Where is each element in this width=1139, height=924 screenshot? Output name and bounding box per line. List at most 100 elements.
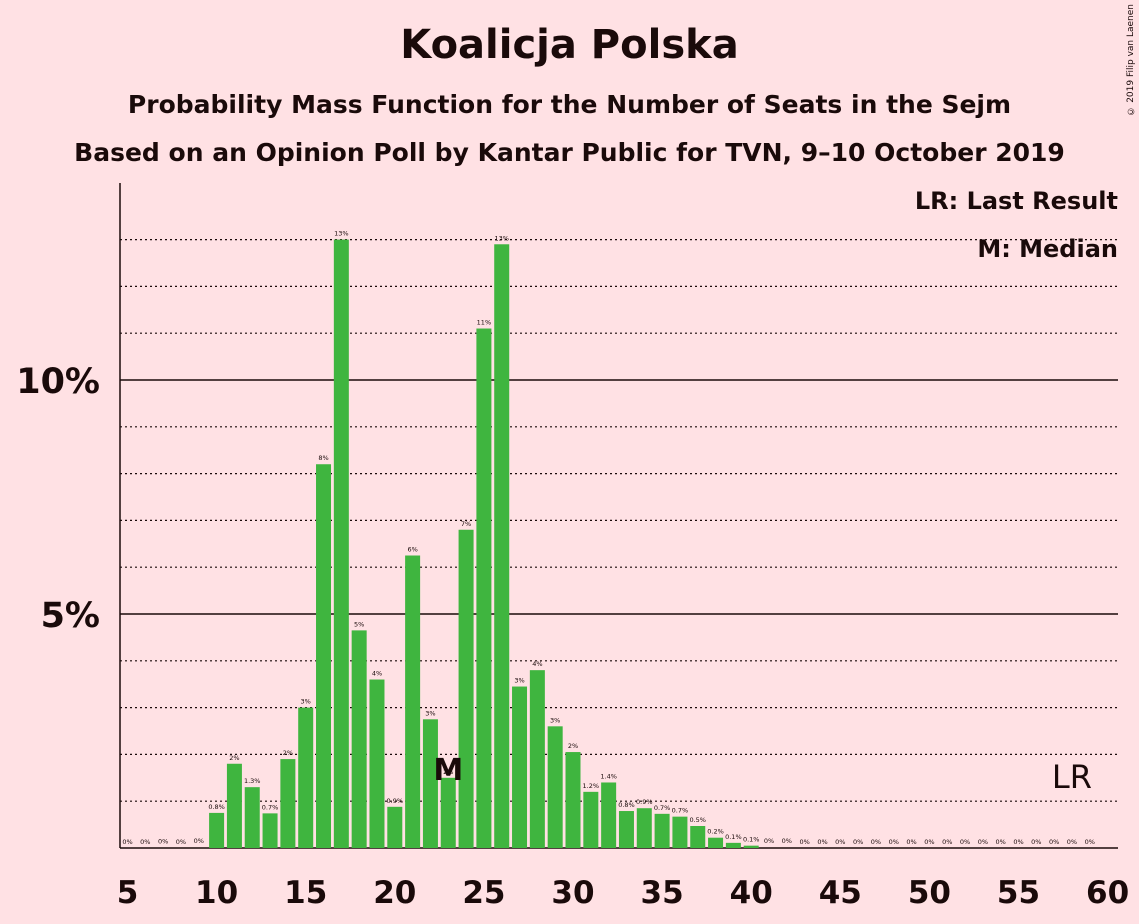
bar-value-label: 6% xyxy=(407,546,417,554)
bar-value-label: 0.8% xyxy=(208,803,225,811)
bar-value-label: 0% xyxy=(764,837,774,845)
chart-title: Koalicja Polska xyxy=(400,22,739,68)
bar-value-label: 0% xyxy=(782,837,792,845)
bar-value-label: 0% xyxy=(176,838,186,846)
bar-value-label: 0.7% xyxy=(262,803,279,811)
bar-value-label: 0% xyxy=(871,838,881,846)
legend-median: M: Median xyxy=(977,235,1118,263)
bar-value-label: 1.4% xyxy=(600,772,617,780)
bar xyxy=(690,826,706,848)
bar xyxy=(708,837,724,848)
x-tick-label: 25 xyxy=(462,875,505,911)
bar xyxy=(512,686,528,848)
bar xyxy=(333,239,349,849)
bar-value-label: 0% xyxy=(924,838,934,846)
bar-value-label: 0.1% xyxy=(743,836,760,844)
bar xyxy=(743,845,759,848)
median-marker: M xyxy=(433,753,463,788)
bar-value-label: 8% xyxy=(318,454,328,462)
bar xyxy=(494,244,510,848)
bar-value-label: 0.9% xyxy=(636,798,653,806)
x-tick-label: 60 xyxy=(1086,875,1129,911)
bar-value-label: 0% xyxy=(1085,838,1095,846)
bar-value-label: 3% xyxy=(301,698,311,706)
bar-value-label: 0% xyxy=(800,838,810,846)
bar-value-label: 0.2% xyxy=(707,828,724,836)
bar-value-label: 0% xyxy=(1049,838,1059,846)
bar xyxy=(405,555,421,848)
bar xyxy=(725,842,741,848)
chart-subtitle-1: Probability Mass Function for the Number… xyxy=(127,90,1012,119)
bar-value-label: 0.9% xyxy=(387,797,404,805)
bar-value-label: 13% xyxy=(494,234,508,242)
bar-value-label: 0% xyxy=(817,838,827,846)
bar xyxy=(440,777,456,848)
x-tick-label: 5 xyxy=(117,875,139,911)
bar-value-label: 0% xyxy=(889,838,899,846)
bar xyxy=(280,759,296,848)
bar-value-label: 0% xyxy=(194,837,204,845)
bar xyxy=(262,813,278,848)
y-tick-label: 10% xyxy=(16,362,100,402)
bar-value-label: 1.3% xyxy=(244,777,261,785)
x-tick-label: 55 xyxy=(997,875,1040,911)
x-tick-label: 45 xyxy=(819,875,862,911)
bar-value-label: 3% xyxy=(514,677,524,685)
bar-value-label: 13% xyxy=(334,230,348,238)
bar-value-label: 2% xyxy=(283,749,293,757)
x-tick-label: 15 xyxy=(284,875,327,911)
bar-value-label: 0% xyxy=(158,838,168,846)
bar-value-label: 2% xyxy=(443,768,453,776)
bar xyxy=(458,529,474,848)
bar-value-label: 5% xyxy=(354,620,364,628)
bar-value-label: 2% xyxy=(229,754,239,762)
bar xyxy=(387,806,403,848)
bar-value-label: 7% xyxy=(461,520,471,528)
bar-value-label: 0% xyxy=(942,838,952,846)
x-tick-label: 50 xyxy=(908,875,951,911)
bar-value-label: 0% xyxy=(1067,838,1077,846)
x-tick-label: 10 xyxy=(195,875,238,911)
bar-value-label: 0% xyxy=(906,838,916,846)
bar xyxy=(636,808,652,848)
bar-value-label: 4% xyxy=(372,670,382,678)
bar xyxy=(226,763,242,848)
bar-value-label: 0% xyxy=(140,838,150,846)
bar xyxy=(583,791,599,848)
bar-value-label: 0.8% xyxy=(618,801,635,809)
last-result-marker: LR xyxy=(1052,758,1092,796)
x-tick-label: 40 xyxy=(730,875,773,911)
bar-value-label: 0% xyxy=(853,838,863,846)
y-tick-label: 5% xyxy=(41,596,100,636)
x-tick-label: 30 xyxy=(551,875,594,911)
bar-value-label: 11% xyxy=(477,319,491,327)
bar xyxy=(369,679,385,848)
bar xyxy=(351,630,367,848)
bar-value-label: 0% xyxy=(1013,838,1023,846)
bar-value-label: 2% xyxy=(568,742,578,750)
bar-value-label: 0.7% xyxy=(654,804,671,812)
bar-value-label: 0.5% xyxy=(689,816,706,824)
bar xyxy=(654,813,670,848)
bar xyxy=(244,787,260,848)
chart-subtitle-2: Based on an Opinion Poll by Kantar Publi… xyxy=(74,138,1065,167)
bar-value-label: 4% xyxy=(532,660,542,668)
bar xyxy=(316,464,332,848)
bar xyxy=(529,670,545,848)
bar-value-label: 1.2% xyxy=(583,782,600,790)
legend-last-result: LR: Last Result xyxy=(915,187,1118,215)
bar xyxy=(547,726,563,848)
bar xyxy=(298,707,314,848)
x-tick-label: 20 xyxy=(373,875,416,911)
bar-value-label: 0% xyxy=(835,838,845,846)
bar-value-label: 0% xyxy=(122,838,132,846)
bar-value-label: 0.7% xyxy=(672,807,689,815)
bar xyxy=(601,782,617,848)
bar-value-label: 0% xyxy=(960,838,970,846)
bar xyxy=(209,812,225,848)
bar-value-label: 3% xyxy=(550,716,560,724)
bar xyxy=(672,816,688,848)
bar-value-label: 3% xyxy=(425,709,435,717)
bar xyxy=(565,752,581,848)
